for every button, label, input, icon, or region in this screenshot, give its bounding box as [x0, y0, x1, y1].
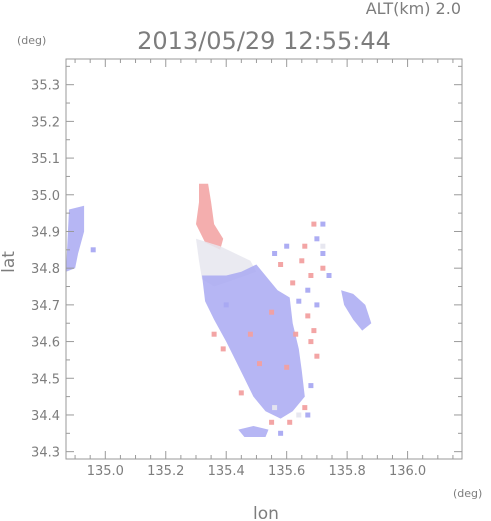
x-tick-label: 135.2	[147, 464, 184, 479]
y-tick-label: 35.3	[31, 79, 60, 94]
y-tick-label: 34.6	[31, 336, 60, 351]
echo-speckle-positive-0	[238, 390, 244, 396]
echo-speckle-positive-7	[311, 328, 317, 334]
echo-speckle-negative-28	[326, 273, 332, 278]
echo-speckle-negative-29	[314, 236, 320, 242]
echo-speckle-negative-27	[320, 251, 326, 256]
echo-region-negative-2	[202, 264, 305, 419]
echo-speckle-neutral-37	[272, 405, 278, 411]
echo-region-negative-4	[341, 290, 372, 331]
echo-speckle-positive-14	[302, 243, 308, 249]
echo-speckle-positive-10	[287, 419, 293, 425]
y-tick-label: 35.1	[31, 152, 60, 167]
echo-speckle-neutral-38	[296, 412, 302, 418]
x-tick-label: 136.0	[389, 464, 426, 479]
y-axis-label: lat	[0, 251, 19, 273]
echo-speckle-negative-35	[90, 247, 96, 253]
echo-region-negative-5	[238, 426, 269, 437]
echo-speckle-negative-22	[305, 287, 311, 293]
echo-speckle-positive-17	[278, 262, 284, 267]
x-unit-label: (deg)	[453, 487, 482, 500]
y-tick-label: 34.9	[31, 225, 60, 240]
y-tick-label: 34.8	[31, 262, 60, 277]
y-tick-label: 34.3	[31, 446, 60, 461]
echo-speckle-positive-18	[314, 353, 320, 359]
echo-speckle-positive-19	[311, 221, 317, 227]
echo-speckle-positive-12	[290, 280, 296, 286]
echo-speckle-negative-25	[272, 251, 278, 256]
echo-speckle-positive-13	[299, 258, 305, 264]
y-tick-label: 35.0	[31, 189, 60, 204]
echo-speckle-negative-33	[278, 430, 284, 436]
echo-speckle-positive-15	[308, 273, 314, 278]
echo-regions	[66, 183, 372, 437]
chart-title: 2013/05/29 12:55:44	[137, 27, 391, 55]
echo-speckle-positive-2	[247, 331, 253, 337]
y-tick-label: 34.5	[31, 372, 60, 387]
echo-speckle-negative-32	[305, 412, 311, 418]
x-tick-label: 135.6	[268, 464, 305, 479]
x-axis-label: lon	[253, 504, 279, 521]
y-tick-label: 34.7	[31, 299, 60, 314]
echo-speckle-positive-16	[320, 265, 326, 271]
echo-speckle-negative-26	[284, 243, 290, 249]
echo-speckle-negative-31	[308, 383, 314, 389]
echo-speckle-positive-5	[293, 331, 299, 337]
echo-speckle-positive-3	[269, 309, 275, 315]
echo-speckle-positive-11	[269, 419, 275, 425]
echo-speckle-negative-30	[320, 221, 326, 227]
x-tick-label: 135.8	[329, 464, 366, 479]
echo-speckle-positive-4	[284, 364, 290, 370]
echo-speckle-negative-24	[296, 298, 302, 304]
echo-speckle-negative-23	[314, 302, 320, 308]
y-tick-label: 35.2	[31, 115, 60, 130]
echo-speckle-positive-20	[211, 331, 217, 337]
x-tick-label: 135.0	[87, 464, 124, 479]
echo-speckle-positive-8	[305, 313, 311, 319]
altitude-label: ALT(km) 2.0	[366, 0, 461, 18]
plot-frame	[65, 58, 463, 460]
echo-speckle-positive-9	[302, 405, 308, 411]
echo-speckles	[90, 221, 332, 436]
echo-speckle-positive-21	[220, 346, 226, 352]
echo-region-negative-3	[66, 205, 85, 272]
echo-speckle-negative-34	[223, 302, 229, 308]
echo-speckle-positive-6	[308, 339, 314, 345]
echo-speckle-neutral-36	[320, 243, 326, 249]
y-unit-label: (deg)	[17, 34, 46, 47]
echo-region-positive-0	[196, 183, 224, 250]
x-tick-label: 135.4	[208, 464, 245, 479]
y-tick-label: 34.4	[31, 409, 60, 424]
echo-speckle-positive-1	[257, 361, 262, 367]
axis-ticks: 135.0 135.2 135.4 135.6 135.8 136.0 34.3 34.4 34…	[31, 59, 462, 479]
